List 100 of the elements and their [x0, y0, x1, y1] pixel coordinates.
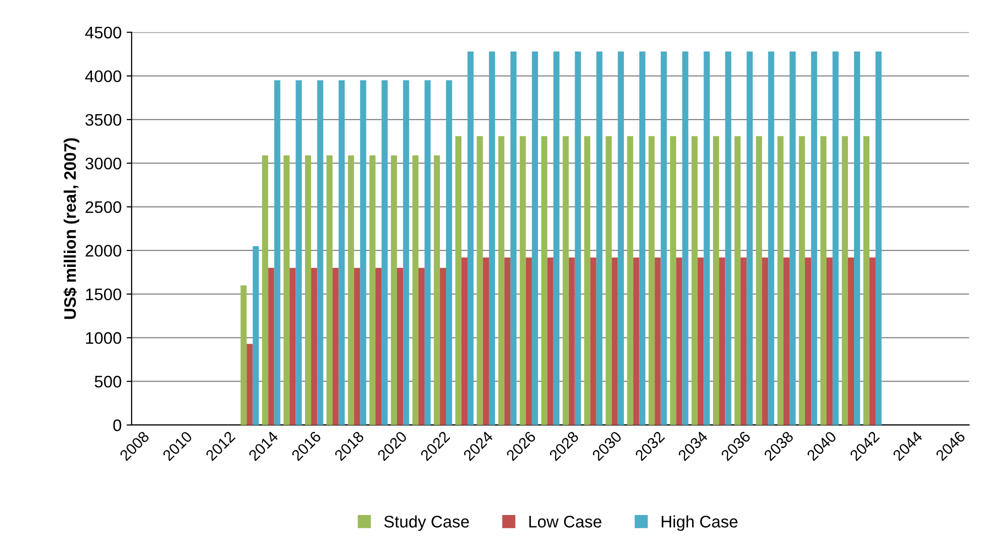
bar [461, 257, 468, 425]
bar [682, 52, 688, 425]
bar [252, 246, 259, 425]
bar [670, 136, 676, 425]
bar [360, 80, 366, 425]
bar [541, 136, 548, 425]
bar [246, 344, 253, 425]
bar [777, 136, 784, 425]
bar [482, 257, 489, 425]
bar [746, 52, 753, 425]
bar [547, 257, 554, 425]
bar [875, 52, 882, 425]
bar [832, 52, 839, 425]
bar [434, 155, 440, 425]
bar [520, 136, 526, 425]
bar [455, 136, 462, 425]
bar [606, 136, 612, 425]
bar [584, 136, 590, 425]
bar [627, 136, 634, 425]
bar [476, 136, 483, 425]
y-tick-label: 2000 [86, 244, 122, 257]
y-tick-label: 3500 [85, 114, 122, 126]
bar [704, 52, 710, 425]
bar [369, 155, 376, 425]
y-tick-label: 0 [113, 419, 122, 432]
bar [326, 155, 333, 425]
bar [848, 257, 854, 425]
bar [467, 52, 474, 425]
bar [274, 80, 280, 425]
bar [719, 257, 726, 425]
bar [574, 52, 581, 425]
bar [532, 52, 538, 425]
bar [648, 136, 655, 425]
bar [713, 136, 720, 425]
bar [756, 136, 762, 425]
bar [553, 52, 560, 425]
bar [826, 257, 833, 425]
bar [412, 155, 418, 425]
bar [305, 155, 312, 425]
bar [284, 155, 290, 425]
bar [692, 136, 698, 425]
bar [798, 136, 805, 425]
y-tick-label: 4000 [85, 70, 122, 82]
bar [504, 257, 510, 425]
bar [311, 268, 318, 425]
y-tick-label: 2500 [86, 201, 122, 214]
bar [820, 136, 826, 425]
bar [639, 52, 646, 425]
bar [338, 80, 345, 425]
bar [768, 52, 774, 425]
bar [348, 155, 354, 425]
bar [424, 80, 431, 425]
bar [440, 268, 446, 425]
legend-label: Study Case [384, 515, 469, 531]
bar [498, 136, 504, 425]
bar [842, 136, 848, 425]
bar [790, 52, 796, 425]
bar [418, 268, 425, 425]
bar [568, 257, 575, 425]
bar [740, 257, 747, 425]
bar [562, 136, 569, 425]
bar [268, 268, 274, 425]
y-tick-label: 1500 [86, 288, 122, 300]
bar [382, 80, 388, 425]
bar [854, 52, 860, 425]
bar [654, 257, 661, 425]
y-tick-label: 500 [94, 376, 122, 388]
bar [446, 80, 452, 425]
bar [317, 80, 324, 425]
bar [804, 257, 812, 425]
bar [698, 257, 704, 425]
y-axis-title: US$ million (real, 2007) [63, 138, 80, 319]
legend-label: Low Case [529, 516, 602, 528]
bar [403, 80, 410, 425]
bar [725, 52, 732, 425]
bar [390, 155, 397, 425]
bar [618, 52, 624, 425]
bar [332, 268, 339, 425]
y-tick-label: 3000 [85, 158, 122, 170]
bar [240, 285, 247, 425]
bar [784, 257, 790, 425]
bar [590, 257, 596, 425]
legend-label: High Case [662, 515, 738, 531]
bar [262, 155, 268, 425]
bar [811, 52, 818, 425]
bar [296, 80, 302, 425]
bar [354, 268, 360, 425]
bar [633, 257, 640, 425]
bar [863, 136, 870, 425]
bar [396, 268, 404, 425]
bar [510, 52, 517, 425]
y-tick-label: 1000 [86, 332, 122, 344]
y-tick-label: 4500 [85, 26, 122, 39]
bar [734, 136, 741, 425]
bar [290, 268, 296, 425]
bar [612, 257, 618, 425]
bar [376, 268, 382, 425]
bar [676, 257, 682, 425]
bar [596, 52, 602, 425]
bar [762, 257, 768, 425]
